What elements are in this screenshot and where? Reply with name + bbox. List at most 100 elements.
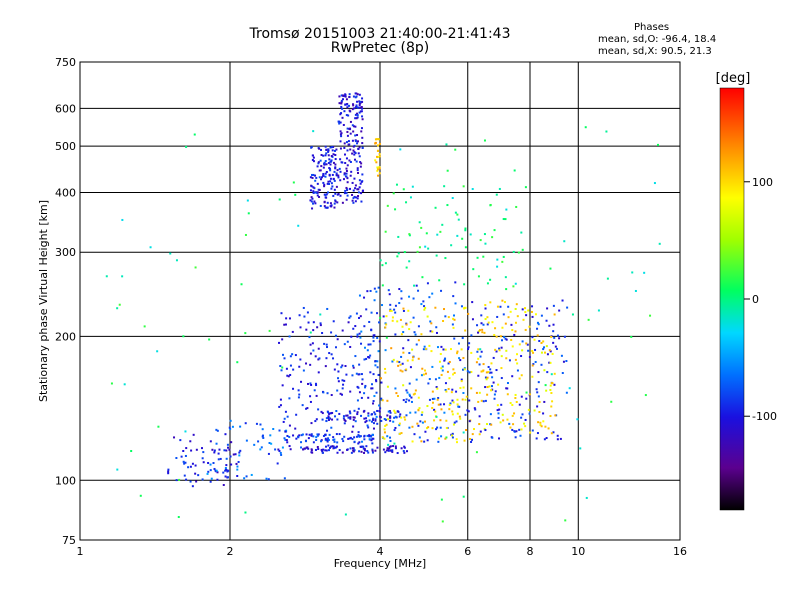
data-point xyxy=(516,315,519,318)
data-point xyxy=(373,395,376,398)
data-point xyxy=(332,145,335,148)
data-point xyxy=(489,203,492,206)
data-point xyxy=(328,417,331,420)
data-point xyxy=(341,98,344,101)
data-point xyxy=(315,438,318,441)
data-point xyxy=(537,381,540,384)
data-point xyxy=(452,423,455,426)
data-point xyxy=(358,155,361,158)
data-point xyxy=(338,433,341,436)
data-point xyxy=(413,392,416,395)
data-point xyxy=(436,233,439,236)
data-point xyxy=(279,398,282,401)
data-point xyxy=(359,435,362,438)
data-point xyxy=(358,179,361,182)
data-point xyxy=(336,418,339,421)
data-point xyxy=(486,323,489,326)
data-point xyxy=(389,415,392,418)
data-point xyxy=(363,392,366,395)
data-point xyxy=(437,437,440,440)
data-point xyxy=(234,453,237,456)
data-point xyxy=(532,351,535,354)
data-point xyxy=(406,359,409,362)
data-point xyxy=(357,195,360,198)
data-point xyxy=(354,92,357,95)
data-point xyxy=(428,378,431,381)
x-tick-label: 2 xyxy=(227,545,234,558)
data-point xyxy=(353,107,356,110)
data-point xyxy=(143,325,146,328)
data-point xyxy=(305,362,308,365)
data-point xyxy=(307,382,310,385)
data-point xyxy=(536,327,539,330)
data-point xyxy=(370,311,373,314)
data-point xyxy=(550,392,553,395)
data-point xyxy=(482,255,485,258)
data-point xyxy=(294,427,297,430)
data-point xyxy=(354,184,357,187)
data-point xyxy=(579,447,582,450)
data-point xyxy=(386,204,389,207)
data-point xyxy=(403,451,406,454)
data-point xyxy=(565,391,568,394)
data-point xyxy=(330,412,333,415)
data-point xyxy=(537,421,540,424)
data-point xyxy=(262,436,265,439)
data-point xyxy=(292,434,295,437)
data-point xyxy=(518,403,521,406)
data-point xyxy=(360,200,363,203)
data-point xyxy=(360,106,363,109)
data-point xyxy=(300,441,303,444)
data-point xyxy=(352,189,355,192)
data-point xyxy=(470,387,473,390)
data-point xyxy=(658,242,661,245)
data-point xyxy=(549,415,552,418)
data-point xyxy=(440,373,443,376)
data-point xyxy=(344,95,347,98)
data-point xyxy=(338,102,341,105)
data-point xyxy=(381,264,384,267)
data-point xyxy=(325,445,328,448)
data-point xyxy=(544,351,547,354)
data-point xyxy=(520,416,523,419)
data-point xyxy=(495,193,498,196)
data-point xyxy=(500,377,503,380)
data-point xyxy=(333,440,336,443)
data-point xyxy=(477,331,480,334)
data-point xyxy=(310,451,313,454)
data-point xyxy=(394,387,397,390)
x-tick-label: 4 xyxy=(377,545,384,558)
data-point xyxy=(493,229,496,232)
data-point xyxy=(358,186,361,189)
data-point xyxy=(528,356,531,359)
data-point xyxy=(438,279,441,282)
data-point xyxy=(395,183,398,186)
data-point xyxy=(339,147,342,150)
data-point xyxy=(213,449,216,452)
data-point xyxy=(643,271,646,274)
phase-stats: Phases mean, sd,O: -96.4, 18.4 mean, sd,… xyxy=(598,22,778,58)
data-point xyxy=(307,321,310,324)
data-point xyxy=(210,477,213,480)
data-point xyxy=(339,113,342,116)
data-point xyxy=(339,121,342,124)
data-point xyxy=(344,162,347,165)
data-point xyxy=(369,371,372,374)
data-point xyxy=(408,328,411,331)
data-point xyxy=(456,213,459,216)
data-point xyxy=(320,176,323,179)
data-point xyxy=(422,300,425,303)
data-point xyxy=(184,430,187,433)
data-point xyxy=(456,234,459,237)
data-point xyxy=(494,390,497,393)
data-point xyxy=(360,162,363,165)
data-point xyxy=(341,107,344,110)
data-point xyxy=(497,416,500,419)
data-point xyxy=(486,376,489,379)
data-point xyxy=(367,343,370,346)
data-point xyxy=(398,422,401,425)
data-point xyxy=(349,174,352,177)
data-point xyxy=(477,348,480,351)
data-point xyxy=(347,437,350,440)
